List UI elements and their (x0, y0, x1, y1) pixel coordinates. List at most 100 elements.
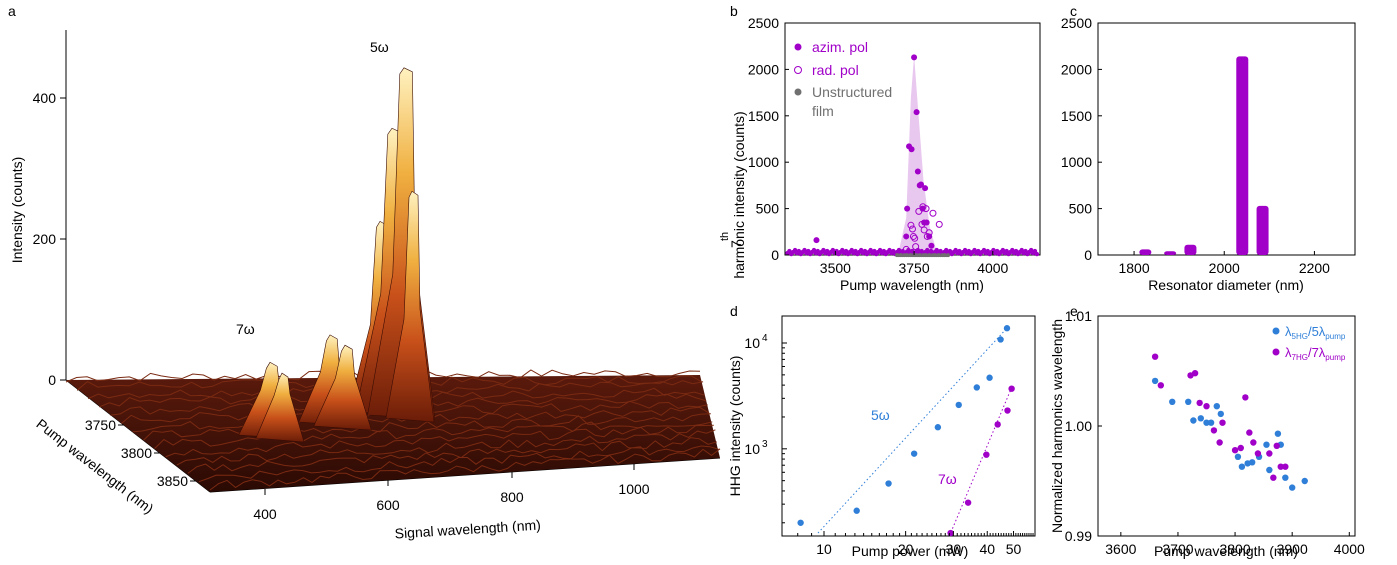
panel-e-ylabel: Normalized harmonics wavelength (1049, 319, 1065, 533)
floor-surface (66, 375, 720, 492)
point-5HG (1301, 477, 1308, 485)
label-7w: 7ω (938, 471, 957, 487)
rad-point (925, 229, 933, 237)
ridge-6w-b (313, 344, 372, 431)
panel-b-ylabel: harmonic intensity (counts) (731, 111, 747, 278)
d-ytick-exponent: 3 (762, 439, 768, 450)
azim-point (922, 185, 929, 192)
legend-azim: azim. pol (812, 39, 868, 55)
pump-tick-label: 3800 (121, 445, 152, 461)
fit-5w (817, 327, 1008, 534)
point-7HG (1191, 370, 1199, 377)
point-5HG (1207, 419, 1215, 426)
point-7HG (1282, 463, 1289, 470)
fit-7w (948, 388, 1012, 537)
panel-c-letter: c (1070, 3, 1077, 19)
panel-b-ylabel-pre: 7 (728, 240, 744, 248)
panel-b-xlabel: Pump wavelength (nm) (840, 277, 984, 293)
e-ytick-label: 0.99 (1065, 528, 1092, 544)
point-5HG (1249, 459, 1256, 466)
bar (1139, 249, 1152, 255)
legend-marker-5hg (1272, 327, 1280, 335)
signal-tick-label: 1000 (618, 481, 649, 497)
rad-point (935, 220, 943, 228)
pump-tick-label: 3750 (85, 417, 116, 433)
b-xtick-label: 3500 (820, 260, 851, 276)
z-tick-label: 400 (33, 90, 57, 106)
azim-point (904, 205, 911, 212)
azim-point (914, 168, 921, 175)
azim-point (908, 146, 915, 153)
point-7w (983, 451, 990, 458)
point-7HG (1273, 442, 1280, 449)
d-ytick-label: 10 (744, 441, 760, 457)
signal-axis-title: Signal wavelength (nm) (394, 517, 541, 542)
c-ytick-label: 1500 (1061, 108, 1092, 124)
point-5HG (1151, 377, 1159, 385)
d-ytick-exponent: 4 (762, 333, 768, 344)
panel-d-frame (781, 315, 1036, 537)
point-5w (797, 519, 804, 526)
rad-point (929, 209, 937, 217)
point-5w (934, 424, 942, 431)
legend-b: azim. pol rad. pol Unstructured film (794, 39, 892, 119)
point-7HG (1246, 429, 1253, 436)
bar (1256, 205, 1269, 255)
panel-c-frame (1097, 22, 1356, 256)
b-ytick-label: 1000 (748, 154, 779, 170)
data-points (813, 54, 943, 253)
c-ytick-label: 0 (1084, 247, 1092, 263)
shaded-envelope (898, 55, 943, 254)
rad-point (912, 243, 920, 251)
legend-marker-rad (794, 66, 802, 74)
point-5HG (1274, 430, 1282, 437)
point-7HG (1151, 353, 1159, 360)
signal-tick-label: 600 (376, 497, 400, 513)
z-axis-title: Intensity (counts) (9, 157, 25, 264)
peak-label-7w: 7ω (236, 321, 255, 337)
ridge-5w-d (385, 190, 435, 423)
c-ytick-label: 2500 (1061, 15, 1092, 31)
point-5HG (1169, 398, 1176, 405)
panel-c-ticks: 0 500 1000 1500 2000 2500 1800 2000 2200 (1061, 15, 1330, 276)
point-5HG (1288, 484, 1296, 491)
point-5w (1003, 325, 1011, 332)
rad-point (915, 207, 923, 215)
panel-d-letter: d (730, 303, 738, 319)
point-5HG (1282, 474, 1289, 481)
b-ytick-label: 1500 (748, 108, 779, 124)
e-ytick-label: 1.01 (1065, 308, 1092, 324)
point-7HG (1250, 439, 1257, 446)
panel-a-letter: a (8, 3, 16, 19)
point-7HG (1196, 399, 1203, 407)
rad-point (909, 232, 917, 240)
data-points (797, 325, 1015, 537)
point-5w (973, 384, 980, 391)
azim-point (918, 181, 924, 188)
point-7HG (1231, 447, 1239, 454)
point-5HG (1217, 410, 1224, 418)
panel-b-letter: b (730, 3, 738, 19)
b-xtick-label: 4000 (977, 260, 1008, 276)
signal-tick-label: 400 (253, 506, 277, 522)
point-7HG (1203, 403, 1210, 410)
c-xtick-label: 2200 (1299, 260, 1330, 276)
azim-point (913, 109, 920, 116)
bar (1184, 244, 1197, 255)
c-xtick-label: 2000 (1209, 260, 1240, 276)
point-7HG (1210, 427, 1218, 434)
point-7w (1008, 385, 1015, 392)
point-7HG (1254, 450, 1262, 457)
label-5w: 5ω (871, 407, 890, 423)
baseline-points (785, 247, 1040, 258)
e-xtick-label: 3800 (1219, 541, 1250, 557)
z-tick-label: 200 (33, 231, 57, 247)
point-7HG (1266, 450, 1273, 457)
point-7HG (1277, 463, 1284, 470)
point-5HG (1203, 419, 1210, 426)
panel-e-letter: e (1070, 303, 1078, 319)
b-xtick-label: 3750 (898, 260, 929, 276)
peak-group (238, 67, 436, 443)
